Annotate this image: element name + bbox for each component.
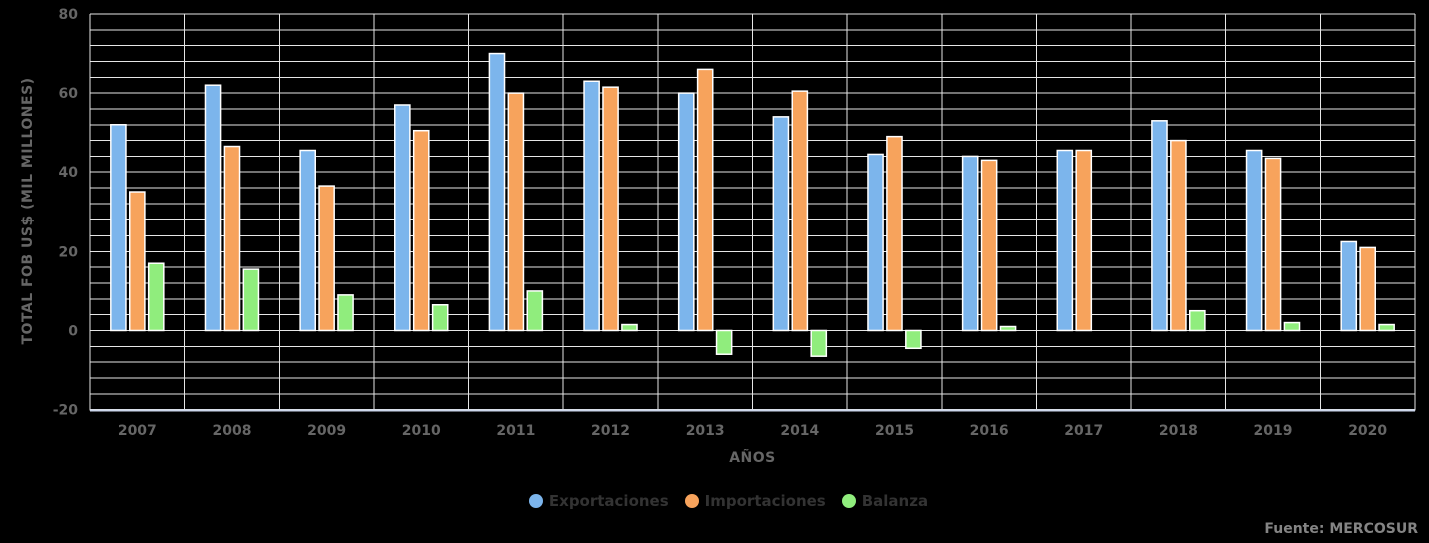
- x-tick-label: 2009: [307, 423, 346, 439]
- x-tick-label: 2017: [1064, 423, 1103, 439]
- bar-exportaciones-2017: [1056, 149, 1074, 332]
- bar-exportaciones-2012: [583, 80, 600, 332]
- bar-balanza-2016: [999, 325, 1017, 332]
- x-tick-label: 2014: [780, 423, 819, 439]
- series-balanza: [147, 262, 1395, 357]
- x-tick-label: 2015: [875, 423, 914, 439]
- bar-exportaciones-2011: [488, 52, 506, 332]
- bar-importaciones-2016: [980, 159, 998, 332]
- bar-importaciones-2010: [412, 129, 430, 332]
- x-tick-label: 2013: [686, 423, 725, 439]
- y-axis-title: TOTAL FOB US$ (MIL MILLONES): [20, 77, 36, 345]
- x-tick-label: 2010: [402, 423, 441, 439]
- bar-balanza-2015: [905, 329, 922, 350]
- y-tick-label: 20: [59, 244, 79, 260]
- bar-importaciones-2015: [886, 135, 903, 332]
- bar-importaciones-2011: [507, 92, 525, 332]
- source-note: Fuente: MERCOSUR: [1264, 521, 1418, 537]
- legend-marker-circle: [528, 494, 543, 508]
- bar-importaciones-2020: [1359, 246, 1377, 332]
- bar-balanza-2011: [526, 290, 544, 332]
- x-tick-label: 2018: [1159, 423, 1198, 439]
- legend-item-balanza[interactable]: Balanza: [841, 492, 929, 510]
- bar-exportaciones-2016: [961, 155, 979, 332]
- bar-importaciones-2017: [1075, 149, 1093, 332]
- vertical-gridlines: [89, 14, 1416, 411]
- chart-legend: Exportaciones Importaciones Balanza: [0, 492, 1429, 510]
- bar-importaciones-2007: [129, 191, 146, 332]
- legend-label: Exportaciones: [548, 492, 669, 510]
- x-tick-label: 2016: [970, 423, 1009, 439]
- bar-importaciones-2009: [318, 185, 335, 332]
- x-tick-labels: 2007 2008 2009 2010 2011 2012 2013 2014 2015 2016…: [118, 423, 1388, 439]
- y-tick-label: 60: [59, 86, 79, 102]
- y-tick-label: -20: [53, 403, 79, 419]
- x-tick-label: 2012: [591, 423, 630, 439]
- bar-balanza-2013: [715, 329, 733, 355]
- bar-balanza-2012: [621, 323, 638, 332]
- legend-item-importaciones[interactable]: Importaciones: [684, 492, 826, 510]
- bar-balanza-2018: [1189, 309, 1206, 332]
- x-axis-title: AÑOS: [729, 450, 776, 466]
- bar-balanza-2019: [1283, 321, 1301, 332]
- bar-balanza-2008: [242, 268, 260, 332]
- bar-exportaciones-2015: [867, 153, 884, 332]
- bar-importaciones-2008: [223, 145, 241, 332]
- bar-importaciones-2013: [696, 68, 714, 332]
- bar-exportaciones-2018: [1151, 120, 1168, 332]
- bar-exportaciones-2014: [772, 116, 790, 332]
- bar-balanza-2010: [431, 304, 449, 332]
- legend-marker-circle: [684, 494, 699, 508]
- legend-label: Balanza: [861, 492, 929, 510]
- bar-balanza-2014: [810, 329, 828, 357]
- bar-exportaciones-2007: [110, 124, 127, 332]
- x-tick-label: 2020: [1348, 423, 1387, 439]
- bar-balanza-2007: [147, 262, 165, 332]
- x-tick-label: 2019: [1254, 423, 1293, 439]
- bar-importaciones-2014: [791, 90, 809, 332]
- bar-importaciones-2018: [1170, 139, 1187, 332]
- y-tick-labels: 80 60 40 20 0 -20: [53, 7, 79, 419]
- legend-marker-circle: [841, 494, 856, 508]
- bar-exportaciones-2009: [299, 149, 317, 332]
- bar-importaciones-2012: [602, 86, 619, 332]
- legend-label: Importaciones: [704, 492, 826, 510]
- y-tick-label: 40: [59, 165, 79, 181]
- y-tick-label: 0: [68, 323, 78, 339]
- bar-balanza-2009: [337, 294, 354, 332]
- bar-exportaciones-2019: [1245, 149, 1263, 332]
- bar-exportaciones-2008: [204, 84, 222, 332]
- bar-importaciones-2019: [1264, 157, 1282, 332]
- bar-exportaciones-2020: [1340, 240, 1358, 332]
- x-tick-label: 2011: [496, 423, 535, 439]
- y-tick-label: 80: [59, 7, 79, 23]
- x-tick-label: 2008: [212, 423, 251, 439]
- bar-balanza-2020: [1378, 323, 1395, 332]
- x-tick-label: 2007: [118, 423, 157, 439]
- legend-item-exportaciones[interactable]: Exportaciones: [528, 492, 669, 510]
- bar-exportaciones-2010: [394, 104, 411, 332]
- series-importaciones: [129, 68, 1377, 332]
- bar-exportaciones-2013: [677, 92, 695, 332]
- series-exportaciones: [110, 52, 1358, 332]
